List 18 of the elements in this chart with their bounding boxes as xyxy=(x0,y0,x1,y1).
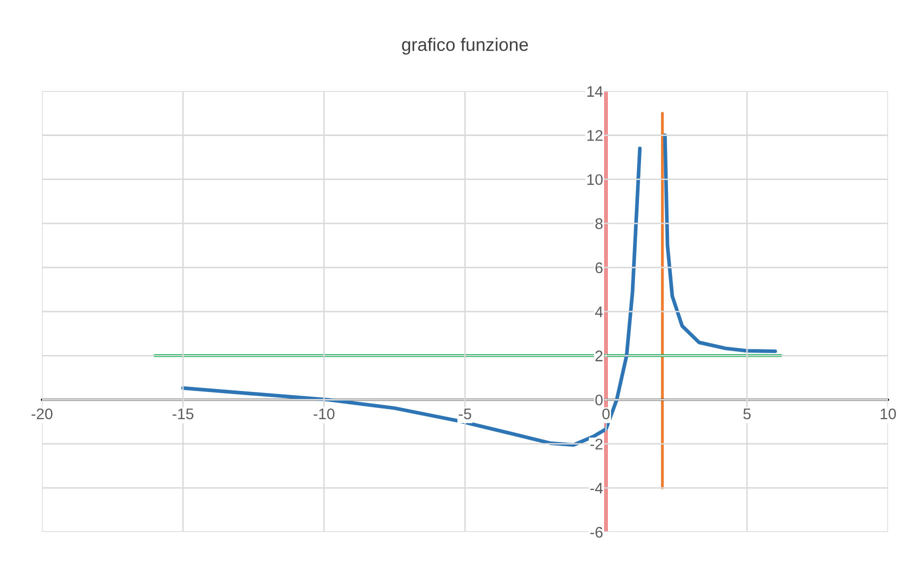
x-tick-label: -10 xyxy=(314,408,334,420)
x-tick-label: 10 xyxy=(880,408,896,420)
y-tick-label: 12 xyxy=(587,130,602,141)
y-tick-label: -6 xyxy=(590,526,603,538)
y-tick-label: -4 xyxy=(590,482,603,494)
chart-title: grafico funzione xyxy=(402,38,528,55)
y-tick-label: 2 xyxy=(596,350,602,362)
y-tick-label: 0 xyxy=(595,394,603,406)
y-tick-label: -2 xyxy=(590,438,602,450)
y-tick-label: 4 xyxy=(595,306,603,318)
y-tick-label: 10 xyxy=(587,174,603,186)
x-tick-label: -5 xyxy=(458,408,472,420)
y-tick-label: 8 xyxy=(595,218,603,230)
x-tick-label: -15 xyxy=(172,408,194,420)
x-tick-label: -20 xyxy=(32,408,52,420)
x-tick-label: 5 xyxy=(743,408,751,420)
y-tick-label: 14 xyxy=(587,86,603,97)
y-tick-label: 6 xyxy=(596,262,603,274)
